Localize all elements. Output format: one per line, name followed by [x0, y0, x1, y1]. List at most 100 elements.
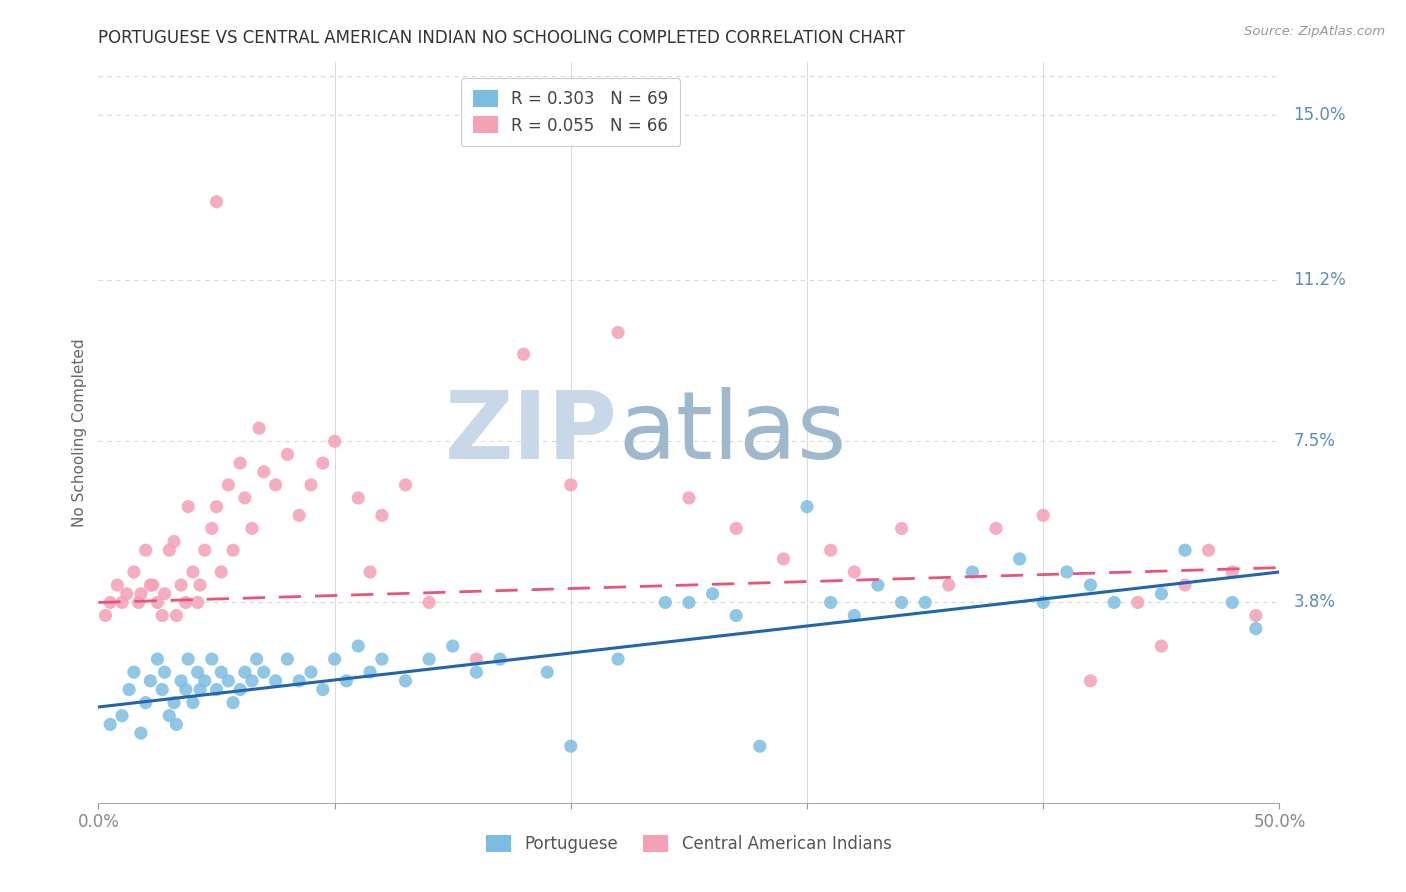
Point — [139, 673, 162, 688]
Point — [209, 665, 232, 680]
Point — [98, 595, 121, 609]
Point — [229, 456, 252, 470]
Point — [299, 478, 322, 492]
Point — [335, 673, 357, 688]
Text: 7.5%: 7.5% — [1294, 433, 1336, 450]
Point — [1244, 622, 1267, 636]
Point — [111, 708, 134, 723]
Point — [323, 652, 346, 666]
Point — [139, 578, 162, 592]
Point — [194, 673, 217, 688]
Point — [984, 521, 1007, 535]
Point — [188, 682, 211, 697]
Point — [607, 326, 630, 340]
Point — [253, 665, 276, 680]
Point — [678, 491, 700, 505]
Point — [465, 665, 488, 680]
Point — [201, 652, 224, 666]
Point — [128, 595, 150, 609]
Point — [233, 665, 256, 680]
Point — [1198, 543, 1220, 558]
Point — [1174, 543, 1197, 558]
Point — [371, 652, 394, 666]
Point — [174, 682, 197, 697]
Point — [560, 478, 582, 492]
Point — [820, 595, 842, 609]
Text: PORTUGUESE VS CENTRAL AMERICAN INDIAN NO SCHOOLING COMPLETED CORRELATION CHART: PORTUGUESE VS CENTRAL AMERICAN INDIAN NO… — [98, 29, 905, 47]
Point — [177, 500, 200, 514]
Point — [288, 508, 311, 523]
Point — [163, 534, 186, 549]
Point — [748, 739, 770, 754]
Point — [170, 673, 193, 688]
Point — [181, 696, 204, 710]
Point — [157, 543, 180, 558]
Point — [418, 652, 440, 666]
Point — [157, 708, 180, 723]
Point — [512, 347, 534, 361]
Point — [844, 608, 866, 623]
Point — [240, 673, 263, 688]
Point — [820, 543, 842, 558]
Point — [288, 673, 311, 688]
Point — [129, 587, 152, 601]
Point — [962, 565, 984, 579]
Point — [98, 717, 121, 731]
Point — [122, 665, 145, 680]
Point — [188, 578, 211, 592]
Point — [129, 726, 152, 740]
Point — [205, 682, 228, 697]
Point — [1150, 639, 1173, 653]
Point — [890, 521, 912, 535]
Text: atlas: atlas — [619, 386, 846, 479]
Point — [560, 739, 582, 754]
Point — [153, 665, 176, 680]
Point — [276, 652, 298, 666]
Point — [240, 521, 263, 535]
Point — [170, 578, 193, 592]
Point — [1080, 578, 1102, 592]
Point — [914, 595, 936, 609]
Point — [150, 682, 173, 697]
Point — [165, 608, 187, 623]
Point — [264, 673, 287, 688]
Point — [607, 652, 630, 666]
Point — [702, 587, 724, 601]
Point — [122, 565, 145, 579]
Point — [142, 578, 165, 592]
Point — [1080, 673, 1102, 688]
Point — [299, 665, 322, 680]
Point — [181, 565, 204, 579]
Point — [135, 543, 157, 558]
Point — [115, 587, 138, 601]
Text: 3.8%: 3.8% — [1294, 593, 1336, 612]
Point — [153, 587, 176, 601]
Point — [111, 595, 134, 609]
Point — [866, 578, 889, 592]
Point — [1220, 595, 1243, 609]
Point — [394, 673, 416, 688]
Point — [1244, 608, 1267, 623]
Point — [418, 595, 440, 609]
Point — [217, 478, 239, 492]
Point — [654, 595, 676, 609]
Point — [347, 639, 370, 653]
Point — [844, 565, 866, 579]
Point — [209, 565, 232, 579]
Point — [229, 682, 252, 697]
Point — [772, 552, 794, 566]
Point — [205, 194, 228, 209]
Point — [890, 595, 912, 609]
Point — [359, 565, 381, 579]
Point — [465, 652, 488, 666]
Point — [1126, 595, 1149, 609]
Text: ZIP: ZIP — [446, 386, 619, 479]
Point — [163, 696, 186, 710]
Point — [264, 478, 287, 492]
Point — [205, 500, 228, 514]
Point — [222, 543, 245, 558]
Point — [94, 608, 117, 623]
Point — [1032, 595, 1054, 609]
Text: 15.0%: 15.0% — [1294, 105, 1346, 124]
Point — [150, 608, 173, 623]
